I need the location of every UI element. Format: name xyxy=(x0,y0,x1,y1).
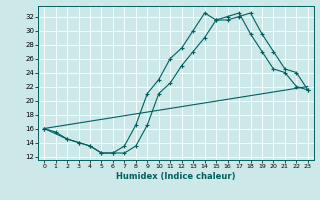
X-axis label: Humidex (Indice chaleur): Humidex (Indice chaleur) xyxy=(116,172,236,181)
